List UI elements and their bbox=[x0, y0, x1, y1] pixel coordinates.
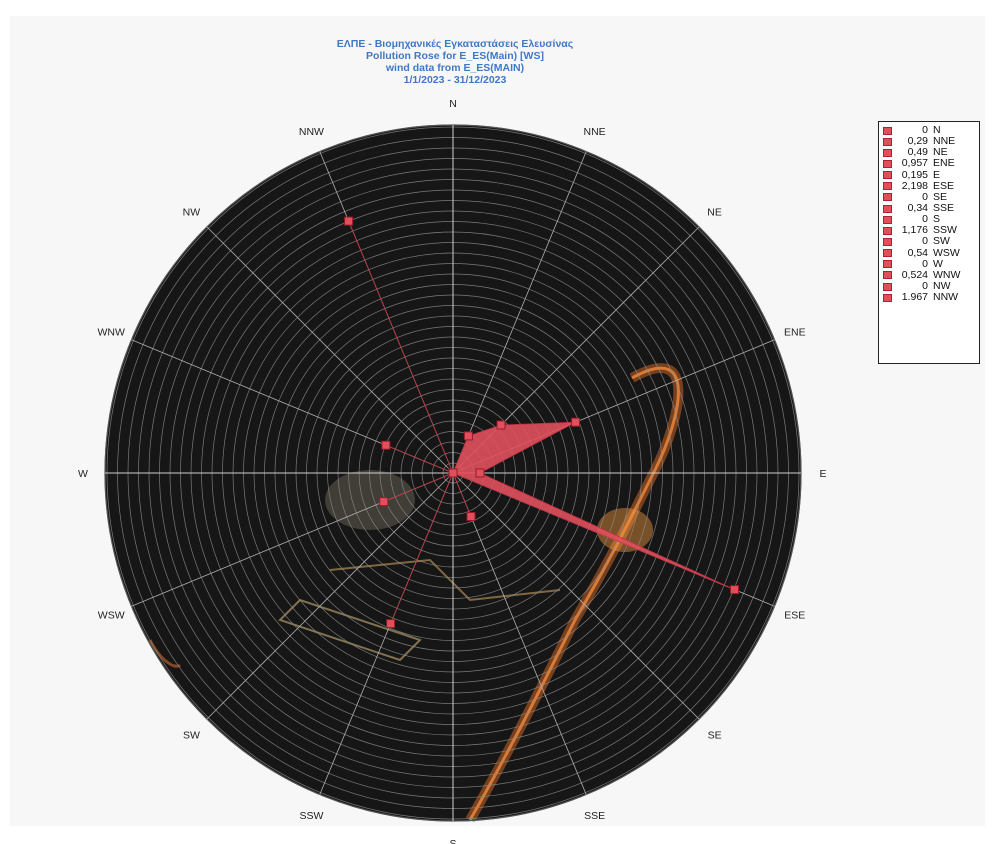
rose-marker-ne bbox=[497, 421, 505, 429]
rose-marker-nw bbox=[449, 469, 457, 477]
legend-entry-nne: 0,29 NNE bbox=[883, 136, 979, 147]
rose-marker-ene bbox=[572, 418, 580, 426]
legend-value: 0,54 bbox=[894, 248, 928, 259]
rose-marker-wsw bbox=[380, 498, 388, 506]
legend-swatch bbox=[883, 216, 892, 224]
legend-swatch bbox=[883, 260, 892, 268]
legend-entry-ne: 0,49 NE bbox=[883, 147, 979, 158]
legend-direction: SW bbox=[933, 236, 950, 247]
legend-swatch bbox=[883, 127, 892, 135]
direction-label-wnw: WNW bbox=[97, 326, 124, 338]
legend-swatch bbox=[883, 227, 892, 235]
direction-label-e: E bbox=[819, 468, 826, 480]
legend-swatch bbox=[883, 193, 892, 201]
legend-entry-e: 0,195 E bbox=[883, 170, 979, 181]
legend-entry-ese: 2,198 ESE bbox=[883, 181, 979, 192]
legend-entry-ssw: 1,176 SSW bbox=[883, 225, 979, 236]
rose-marker-nne bbox=[464, 432, 472, 440]
direction-label-nne: NNE bbox=[584, 126, 606, 138]
legend-entry-sse: 0,34 SSE bbox=[883, 203, 979, 214]
rose-marker-wnw bbox=[382, 441, 390, 449]
direction-label-sw: SW bbox=[183, 730, 200, 742]
legend-direction: NNW bbox=[933, 292, 958, 303]
legend: 0 N 0,29 NNE 0,49 NE 0,957 ENE 0,195 E 2,198 ESE 0 SE… bbox=[878, 121, 980, 364]
legend-entry-se: 0 SE bbox=[883, 192, 979, 203]
direction-label-ene: ENE bbox=[784, 326, 806, 338]
legend-swatch bbox=[883, 249, 892, 257]
legend-swatch bbox=[883, 271, 892, 279]
rose-marker-ese bbox=[731, 586, 739, 594]
legend-swatch bbox=[883, 238, 892, 246]
legend-swatch bbox=[883, 182, 892, 190]
direction-label-ne: NE bbox=[707, 206, 722, 218]
legend-direction: ENE bbox=[933, 158, 955, 169]
legend-value: 0 bbox=[894, 236, 928, 247]
legend-entry-nnw: 1.967 NNW bbox=[883, 292, 979, 303]
rose-marker-sse bbox=[467, 513, 475, 521]
legend-swatch bbox=[883, 294, 892, 302]
legend-value: 0,195 bbox=[894, 170, 928, 181]
direction-label-ese: ESE bbox=[784, 610, 805, 622]
legend-value: 0,957 bbox=[894, 158, 928, 169]
legend-entry-wsw: 0,54 WSW bbox=[883, 248, 979, 259]
rose-marker-ssw bbox=[387, 620, 395, 628]
legend-entry-nw: 0 NW bbox=[883, 281, 979, 292]
direction-label-w: W bbox=[78, 468, 88, 480]
legend-entry-ene: 0,957 ENE bbox=[883, 158, 979, 169]
legend-swatch bbox=[883, 138, 892, 146]
direction-label-ssw: SSW bbox=[299, 810, 323, 822]
legend-swatch bbox=[883, 149, 892, 157]
direction-label-nnw: NNW bbox=[299, 126, 324, 138]
legend-direction: E bbox=[933, 170, 940, 181]
legend-entry-sw: 0 SW bbox=[883, 236, 979, 247]
legend-swatch bbox=[883, 160, 892, 168]
legend-direction: WSW bbox=[933, 248, 960, 259]
direction-label-se: SE bbox=[708, 730, 722, 742]
direction-label-n: N bbox=[449, 98, 457, 110]
legend-entry-wnw: 0,524 WNW bbox=[883, 270, 979, 281]
direction-label-nw: NW bbox=[183, 206, 201, 218]
legend-swatch bbox=[883, 205, 892, 213]
rose-marker-e bbox=[476, 469, 484, 477]
rose-marker-nnw bbox=[345, 217, 353, 225]
legend-swatch bbox=[883, 171, 892, 179]
direction-label-sse: SSE bbox=[584, 810, 605, 822]
direction-label-wsw: WSW bbox=[98, 610, 125, 622]
direction-label-s: S bbox=[449, 838, 456, 844]
refinery-glow bbox=[597, 508, 653, 552]
legend-value: 1.967 bbox=[894, 292, 928, 303]
legend-swatch bbox=[883, 283, 892, 291]
